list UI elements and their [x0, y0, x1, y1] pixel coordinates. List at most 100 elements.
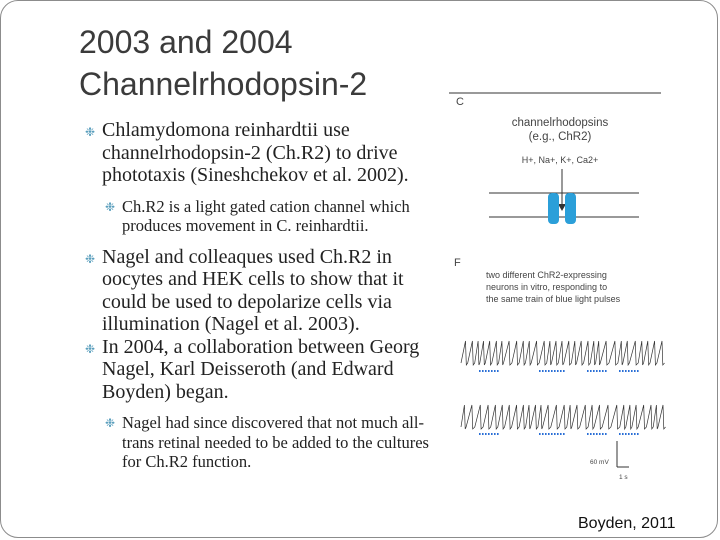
light-pulse — [491, 370, 493, 372]
bullet-collaboration-2004: ❉ In 2004, a collaboration between Georg… — [85, 336, 445, 404]
panel-f-line3: the same train of blue light pulses — [486, 294, 621, 304]
light-pulse — [587, 433, 589, 435]
light-pulse — [560, 370, 562, 372]
light-pulse — [625, 370, 627, 372]
bullet-text: In 2004, a collaboration between Georg N… — [102, 335, 420, 403]
bullet-chr2-cation-channel: ❉ Ch.R2 is a light gated cation channel … — [85, 197, 445, 236]
panel-f-line2: neurons in vitro, responding to — [486, 282, 607, 292]
light-pulse — [479, 370, 481, 372]
light-pulse — [631, 370, 633, 372]
light-pulse — [634, 370, 636, 372]
light-pulse — [593, 370, 595, 372]
bullet-retinal: ❉ Nagel had since discovered that not mu… — [85, 413, 445, 472]
bullet-marker-icon: ❉ — [85, 125, 96, 139]
light-pulse — [605, 370, 607, 372]
light-pulse — [602, 370, 604, 372]
light-pulse — [557, 370, 559, 372]
channel-subunit-right — [565, 193, 576, 224]
light-pulse — [599, 370, 601, 372]
light-pulse — [539, 433, 541, 435]
light-pulse — [628, 370, 630, 372]
light-pulse — [548, 433, 550, 435]
light-pulse — [545, 433, 547, 435]
light-pulse — [551, 433, 553, 435]
light-pulse — [497, 370, 499, 372]
spike-path — [460, 340, 665, 367]
bullet-text: Nagel had since discovered that not much… — [122, 413, 429, 471]
bullet-text: Ch.R2 is a light gated cation channel wh… — [122, 196, 410, 236]
credit-citation: Boyden, 2011 — [578, 515, 676, 532]
voltage-trace-1 — [460, 340, 665, 367]
light-pulse — [491, 433, 493, 435]
light-pulse — [596, 433, 598, 435]
light-pulse — [542, 433, 544, 435]
ions-label: H+, Na+, K+, Ca2+ — [522, 155, 599, 165]
slide-title: 2003 and 2004 Channelrhodopsin-2 — [79, 21, 439, 105]
spike-path — [460, 404, 666, 431]
bullet-text: Nagel and colleaques used Ch.R2 in oocyt… — [102, 245, 404, 336]
light-pulse — [494, 433, 496, 435]
light-pulse — [485, 433, 487, 435]
light-pulse — [563, 370, 565, 372]
light-pulse — [545, 370, 547, 372]
light-pulse — [560, 433, 562, 435]
light-pulse — [593, 433, 595, 435]
light-pulse — [625, 433, 627, 435]
light-pulse — [596, 370, 598, 372]
light-pulse — [497, 433, 499, 435]
light-pulse — [637, 433, 639, 435]
light-pulse — [619, 370, 621, 372]
light-pulse — [548, 370, 550, 372]
light-pulse — [590, 433, 592, 435]
voltage-trace-2 — [460, 404, 666, 431]
light-pulse — [602, 433, 604, 435]
light-pulse — [622, 433, 624, 435]
light-pulse — [599, 433, 601, 435]
panel-c-label: C — [456, 96, 464, 108]
bullet-nagel-oocytes: ❉ Nagel and colleaques used Ch.R2 in ooc… — [85, 246, 445, 336]
bullet-text: Chlamydomona reinhardtii use channelrhod… — [102, 119, 409, 186]
ion-arrow-head — [558, 204, 566, 211]
light-pulse — [488, 433, 490, 435]
light-pulse — [554, 370, 556, 372]
light-pulse — [554, 433, 556, 435]
bullet-marker-icon: ❉ — [85, 341, 96, 356]
light-pulse — [619, 433, 621, 435]
light-pulse-bar-1 — [479, 370, 639, 372]
light-pulse — [551, 370, 553, 372]
light-pulse — [563, 433, 565, 435]
scale-bar-mv: 60 mV — [590, 459, 609, 466]
light-pulse — [479, 433, 481, 435]
light-pulse — [482, 433, 484, 435]
bullet-marker-icon: ❉ — [85, 251, 96, 266]
light-pulse — [628, 433, 630, 435]
light-pulse — [605, 433, 607, 435]
panel-f-line1: two different ChR2-expressing — [486, 270, 607, 280]
light-pulse — [587, 370, 589, 372]
light-pulse — [634, 433, 636, 435]
light-pulse — [539, 370, 541, 372]
bullet-chlamydomona: ❉ Chlamydomona reinhardtii use channelrh… — [85, 119, 445, 187]
light-pulse — [631, 433, 633, 435]
bullet-marker-icon: ❉ — [105, 199, 116, 214]
light-pulse — [622, 370, 624, 372]
slide-title-line2: Channelrhodopsin-2 — [79, 66, 368, 102]
panel-c-title: channelrhodopsins — [512, 117, 609, 129]
channel-subunit-left — [548, 193, 559, 224]
light-pulse — [590, 370, 592, 372]
bullet-marker-icon: ❉ — [105, 416, 116, 430]
slide-title-line1: 2003 and 2004 — [79, 24, 293, 60]
light-pulse — [482, 370, 484, 372]
scale-bar-s: 1 s — [619, 474, 628, 481]
light-pulse — [488, 370, 490, 372]
light-pulse — [494, 370, 496, 372]
chr2-figure: C channelrhodopsins (e.g., ChR2) H+, Na+… — [449, 92, 666, 481]
panel-c-subtitle: (e.g., ChR2) — [529, 131, 592, 143]
light-pulse — [557, 433, 559, 435]
light-pulse — [485, 370, 487, 372]
panel-f-label: F — [454, 257, 461, 269]
light-pulse — [542, 370, 544, 372]
slide-body: ❉ Chlamydomona reinhardtii use channelrh… — [85, 119, 445, 482]
light-pulse-bar-2 — [479, 433, 639, 435]
